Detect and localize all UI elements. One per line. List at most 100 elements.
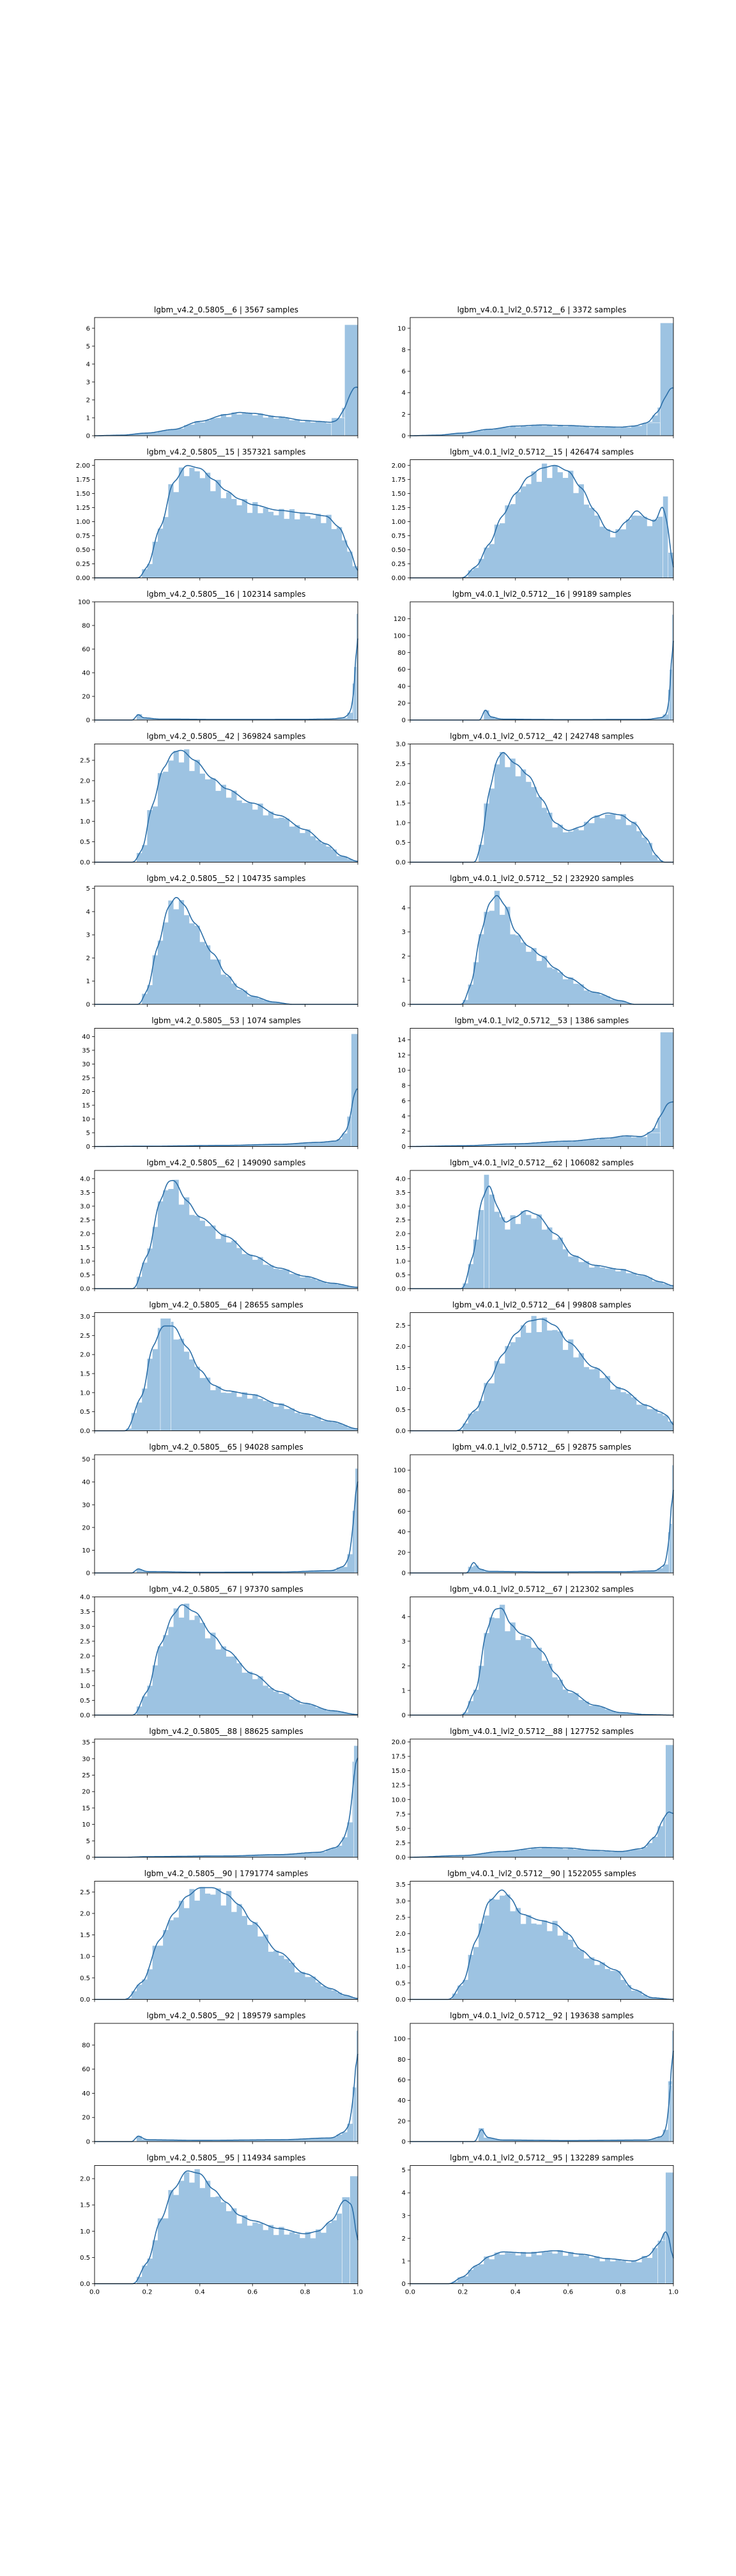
subplot-title: lgbm_v4.0.1_lvl2_0.5712__92 | 193638 sam… <box>450 2011 634 2020</box>
histogram-fill <box>410 2233 673 2284</box>
subplot-title: lgbm_v4.2_0.5805__67 | 97370 samples <box>149 1585 303 1594</box>
y-tick-label: 0 <box>86 1570 90 1577</box>
y-tick-label: 0.5 <box>80 1698 90 1705</box>
subplot-5: lgbm_v4.2_0.5805__16 | 102314 samples 0 20… <box>78 590 358 724</box>
y-tick-label: 3 <box>86 932 90 939</box>
subplot-title: lgbm_v4.2_0.5805__64 | 28655 samples <box>149 1301 303 1310</box>
histogram-fill <box>95 1604 358 1715</box>
y-tick-label: 12 <box>397 1052 406 1059</box>
axes-frame <box>410 1738 674 1858</box>
subplot-19: lgbm_v4.2_0.5805__67 | 97370 samples 0.0 0… <box>80 1585 358 1719</box>
subplot-title: lgbm_v4.0.1_lvl2_0.5712__62 | 106082 sam… <box>450 1158 634 1167</box>
y-tick-label: 25 <box>82 1772 90 1779</box>
subplot-title: lgbm_v4.2_0.5805__88 | 88625 samples <box>149 1727 303 1736</box>
subplot-8: lgbm_v4.0.1_lvl2_0.5712__42 | 242748 sam… <box>395 732 674 866</box>
y-tick-label: 0.75 <box>392 533 406 540</box>
axes-frame <box>94 885 358 1005</box>
histogram-fill <box>95 1510 358 1573</box>
subplot-14: lgbm_v4.0.1_lvl2_0.5712__62 | 106082 sam… <box>395 1158 674 1293</box>
histogram-fill <box>95 900 358 1004</box>
y-tick-label: 0.0 <box>395 859 406 866</box>
y-tick-label: 1.5 <box>395 1947 406 1954</box>
y-tick-label: 2.5 <box>395 1915 406 1922</box>
y-tick-label: 15 <box>82 1102 90 1109</box>
subplot-title: lgbm_v4.2_0.5805__90 | 1791774 samples <box>144 1869 309 1878</box>
y-tick-label: 0.0 <box>395 1286 406 1293</box>
y-tick-label: 0.0 <box>395 1855 406 1862</box>
y-tick-label: 0 <box>86 433 90 440</box>
y-tick-label: 3 <box>86 379 90 386</box>
y-tick-label: 2.5 <box>80 1217 90 1224</box>
x-tick-label: 0.8 <box>616 2289 626 2296</box>
histogram-fill <box>95 749 358 862</box>
y-tick-label: 1.0 <box>80 1954 90 1961</box>
y-tick-label: 2.0 <box>80 2176 90 2183</box>
y-tick-label: 2.5 <box>80 1638 90 1645</box>
y-tick-label: 5 <box>86 1838 90 1845</box>
subplot-17: lgbm_v4.2_0.5805__65 | 94028 samples 0 10 2… <box>82 1443 358 1577</box>
subplot-28: lgbm_v4.0.1_lvl2_0.5712__95 | 132289 sam… <box>402 2154 678 2296</box>
y-tick-label: 4 <box>86 908 90 916</box>
y-tick-label: 1.5 <box>80 1245 90 1252</box>
y-tick-label: 0.0 <box>395 1997 406 2004</box>
subplot-25: lgbm_v4.2_0.5805__92 | 189579 samples 0 20… <box>82 2011 358 2146</box>
subplot-21: lgbm_v4.2_0.5805__88 | 88625 samples 0 5 10… <box>82 1727 358 1862</box>
subplot-title: lgbm_v4.2_0.5805__53 | 1074 samples <box>151 1016 301 1025</box>
histogram-fill <box>95 1179 358 1289</box>
y-tick-label: 0.5 <box>80 1409 90 1416</box>
y-tick-label: 30 <box>82 1061 90 1068</box>
subplot-3: lgbm_v4.2_0.5805__15 | 357321 samples 0.0… <box>76 448 358 582</box>
histogram-bar <box>660 323 674 436</box>
kde-line <box>410 387 674 436</box>
x-tick-label: 0.6 <box>247 2289 257 2296</box>
y-tick-label: 10 <box>82 1821 90 1828</box>
subplot-title: lgbm_v4.2_0.5805__92 | 189579 samples <box>147 2011 306 2020</box>
y-tick-label: 2 <box>402 1128 406 1135</box>
y-tick-label: 1.0 <box>395 820 406 827</box>
subplot-2: lgbm_v4.0.1_lvl2_0.5712__6 | 3372 sample… <box>397 305 674 440</box>
y-tick-label: 0.5 <box>395 1980 406 1987</box>
y-tick-label: 0 <box>402 1144 406 1151</box>
y-tick-label: 40 <box>397 1529 406 1536</box>
axes-frame <box>410 601 674 721</box>
y-tick-label: 2.5 <box>395 1217 406 1224</box>
x-tick-label: 1.0 <box>668 2289 678 2296</box>
axes-frame <box>94 317 358 436</box>
y-tick-label: 14 <box>397 1037 406 1044</box>
y-tick-label: 3.0 <box>395 741 406 748</box>
kde-line <box>410 1490 674 1574</box>
y-tick-label: 0 <box>402 1002 406 1009</box>
kde-line <box>95 1088 358 1147</box>
y-tick-label: 2 <box>86 955 90 962</box>
axes-frame <box>94 601 358 721</box>
y-tick-label: 0 <box>86 2139 90 2146</box>
y-tick-label: 1.0 <box>80 1258 90 1265</box>
y-tick-label: 35 <box>82 1740 90 1747</box>
y-tick-label: 60 <box>397 2077 406 2084</box>
y-tick-label: 0.5 <box>80 839 90 846</box>
axes-frame <box>94 1028 358 1147</box>
axes-frame <box>410 1454 674 1574</box>
y-tick-label: 60 <box>82 2066 90 2073</box>
subplot-7: lgbm_v4.2_0.5805__42 | 369824 samples 0.0… <box>80 732 358 866</box>
y-tick-label: 0.0 <box>80 1286 90 1293</box>
y-tick-label: 0.0 <box>80 859 90 866</box>
y-tick-label: 40 <box>82 1479 90 1486</box>
y-tick-label: 4.0 <box>395 1176 406 1183</box>
y-tick-label: 2.5 <box>395 761 406 768</box>
y-tick-label: 0.75 <box>76 533 90 540</box>
y-tick-label: 2.5 <box>80 1333 90 1340</box>
y-tick-label: 15.0 <box>392 1768 406 1775</box>
y-tick-label: 0 <box>86 717 90 724</box>
y-tick-label: 4 <box>402 905 406 912</box>
y-tick-label: 0.0 <box>395 1428 406 1435</box>
histogram-fill <box>95 1761 358 1857</box>
kde-line <box>95 2170 358 2285</box>
histogram-fill <box>410 689 673 720</box>
y-tick-label: 1.0 <box>395 1386 406 1393</box>
axes-frame <box>410 1597 674 1715</box>
kde-line <box>95 387 358 436</box>
axes-frame <box>94 1170 358 1289</box>
y-tick-label: 60 <box>82 647 90 654</box>
y-tick-label: 4 <box>86 361 90 368</box>
